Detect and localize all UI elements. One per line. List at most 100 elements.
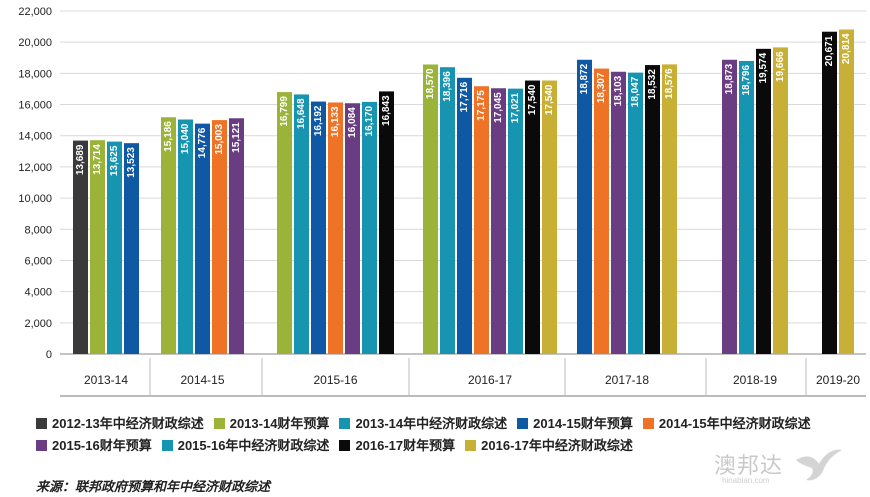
bar: [525, 80, 540, 354]
y-tick-label: 20,000: [18, 37, 52, 49]
bar-value-label: 13,714: [92, 144, 103, 175]
bar-chart: 0 2,000 4,000 6,000 8,000 10,000 12,000 14,000 1…: [18, 6, 866, 397]
bar-value-label: 18,103: [613, 75, 624, 106]
bar: [645, 65, 660, 354]
y-tick-label: 8,000: [24, 224, 52, 236]
legend-swatch: [465, 440, 477, 451]
bar-value-label: 17,716: [459, 81, 470, 112]
y-tick-label: 6,000: [24, 255, 52, 267]
bar: [90, 140, 105, 354]
bar-value-label: 16,084: [347, 107, 358, 138]
bar-value-label: 16,192: [313, 105, 324, 136]
bar: [474, 86, 489, 354]
bar: [345, 103, 360, 355]
bar: [362, 101, 377, 355]
y-tick-label: 4,000: [24, 287, 52, 299]
bar-value-label: 18,872: [579, 63, 590, 94]
x-tick-label: 2014-15: [180, 373, 224, 387]
x-tick-label: 2017-18: [605, 373, 649, 387]
bar: [328, 102, 343, 354]
x-tick-label: 2018-19: [733, 373, 777, 387]
x-axis-ticks: 2013-14 2014-15 2015-16 2016-17 2017-18 2018-…: [60, 358, 866, 397]
legend-swatch: [213, 418, 225, 429]
y-tick-label: 2,000: [24, 318, 52, 330]
legend-swatch: [517, 418, 529, 429]
watermark: 澳邦达 hinabian.com: [714, 446, 844, 490]
bar-value-label: 18,307: [596, 72, 607, 103]
bar: [756, 48, 771, 354]
bar: [611, 71, 626, 354]
legend-item: 2016-17年中经济财政综述: [465, 435, 633, 457]
x-tick-label: 2015-16: [313, 373, 357, 387]
y-tick-label: 22,000: [18, 6, 52, 18]
bird-logo-icon: [796, 449, 842, 481]
legend-label: 2013-14财年预算: [229, 416, 330, 431]
legend-label: 2014-15财年预算: [533, 416, 633, 431]
bar-value-label: 17,021: [510, 92, 521, 123]
bar: [542, 80, 557, 354]
bar-value-label: 14,776: [197, 127, 208, 158]
legend-item: 2016-17财年预算: [339, 435, 455, 457]
bar-value-label: 15,040: [180, 123, 191, 154]
bar-value-label: 15,003: [214, 124, 225, 155]
watermark-text: 澳邦达: [714, 454, 784, 479]
bar: [440, 67, 455, 354]
bar: [161, 117, 176, 355]
bar-value-label: 13,625: [109, 145, 120, 176]
bar-value-labels: 13,689 13,714 13,625 13,523 15,186 15,040 14,7…: [75, 33, 852, 178]
bar: [739, 60, 754, 354]
bar: [107, 141, 122, 354]
bar: [195, 123, 210, 355]
legend-item: 2015-16年中经济财政综述: [161, 435, 330, 457]
y-tick-label: 18,000: [18, 68, 52, 80]
bar-value-label: 19,666: [775, 51, 786, 82]
bar: [594, 68, 609, 355]
bar: [229, 118, 244, 354]
legend-item: 2014-15财年预算: [517, 413, 633, 435]
bar-value-label: 20,814: [841, 33, 852, 64]
bar-value-label: 16,648: [296, 98, 307, 129]
source-note: 来源：联邦政府预算和年中经济财政综述: [36, 479, 271, 494]
x-tick-label: 2013-14: [84, 373, 128, 387]
bar: [662, 64, 677, 354]
legend-label: 2016-17年中经济财政综述: [481, 438, 633, 453]
bar: [423, 64, 438, 355]
bar-value-label: 18,396: [442, 71, 453, 102]
x-tick-label: 2016-17: [468, 373, 512, 387]
legend: 2012-13年中经济财政综述 2013-14财年预算 2013-14年中经济财政综…: [36, 413, 866, 457]
legend-swatch: [36, 418, 47, 429]
legend-swatch: [339, 418, 351, 429]
bar: [839, 29, 854, 355]
bar-value-label: 16,843: [381, 95, 392, 126]
bar: [491, 88, 506, 354]
bars: [73, 29, 854, 355]
y-tick-label: 10,000: [18, 193, 52, 205]
bar-value-label: 18,570: [425, 68, 436, 99]
bar-value-label: 18,047: [630, 76, 641, 107]
y-tick-label: 0: [46, 349, 52, 361]
bar: [457, 77, 472, 355]
bar-value-label: 15,121: [231, 122, 242, 153]
bar-value-label: 16,799: [279, 96, 290, 127]
bar: [628, 72, 643, 355]
bar-value-label: 19,574: [758, 52, 769, 83]
legend-label: 2012-13年中经济财政综述: [52, 416, 204, 431]
legend-label: 2014-15年中经济财政综述: [658, 416, 811, 431]
legend-label: 2016-17财年预算: [355, 438, 456, 453]
legend-label: 2015-16年中经济财政综述: [177, 438, 330, 453]
bar-value-label: 17,045: [493, 92, 504, 123]
legend-swatch: [36, 440, 47, 451]
bar-value-label: 17,540: [544, 84, 555, 115]
bar: [577, 59, 592, 354]
legend-swatch: [642, 418, 654, 429]
bar-value-label: 15,186: [163, 121, 174, 152]
x-tick-label: 2019-20: [816, 373, 860, 387]
legend-item: 2013-14财年预算: [213, 413, 330, 435]
y-tick-label: 14,000: [18, 131, 52, 143]
bar: [722, 59, 737, 354]
bar-value-label: 20,671: [824, 35, 835, 66]
legend-item: 2012-13年中经济财政综述: [36, 413, 204, 435]
bar-value-label: 17,175: [476, 90, 487, 121]
bar: [508, 88, 523, 354]
legend-item: 2013-14年中经济财政综述: [339, 413, 507, 435]
